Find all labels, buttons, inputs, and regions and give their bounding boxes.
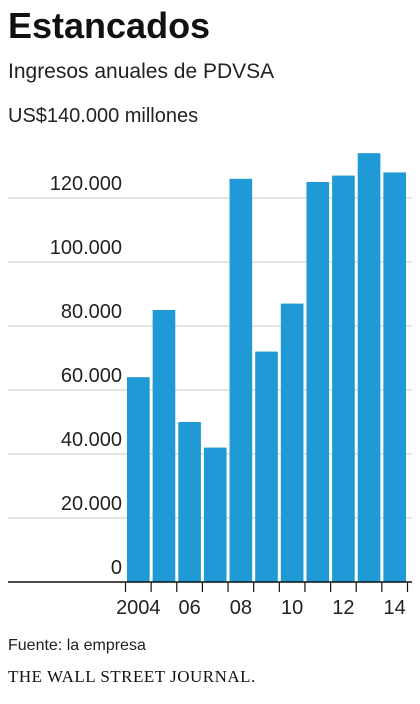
bar-2010 [280, 303, 304, 582]
bar-2014 [383, 172, 406, 582]
bars [127, 153, 406, 583]
y-tick-label: 0 [111, 557, 122, 579]
chart-title: Estancados [8, 5, 210, 46]
y-tick-label: 60.000 [61, 365, 122, 387]
bar-2009 [255, 351, 278, 582]
x-tick-label: 06 [178, 597, 200, 619]
unit-label: US$140.000 millones [8, 105, 198, 127]
y-tick-label: 100.000 [50, 237, 122, 259]
source-note: Fuente: la empresa [8, 637, 146, 654]
y-tick-label: 120.000 [50, 173, 122, 195]
bar-2012 [332, 175, 355, 582]
bar-2011 [306, 182, 330, 582]
bar-2007 [203, 447, 227, 582]
x-tick-label: 14 [384, 597, 406, 619]
y-tick-label: 80.000 [61, 301, 122, 323]
publisher-brand: THE WALL STREET JOURNAL. [8, 667, 256, 686]
bar-2006 [178, 422, 201, 582]
x-tick-label: 2004 [116, 597, 161, 619]
x-axis: 2004 06 08 10 12 14 [8, 581, 412, 619]
chart-subtitle: Ingresos anuales de PDVSA [8, 60, 274, 83]
x-tick-label: 10 [281, 597, 303, 619]
x-tick-label: 12 [332, 597, 354, 619]
y-tick-label: 40.000 [61, 429, 122, 451]
bar-2004 [127, 377, 150, 582]
y-tick-label: 20.000 [61, 493, 122, 515]
y-axis-labels: 0 20.000 40.000 60.000 80.000 100.000 120.000 [50, 173, 122, 579]
bar-2013 [357, 153, 381, 582]
bar-2008 [229, 178, 253, 583]
x-tick-label: 08 [230, 597, 252, 619]
bar-2005 [152, 310, 176, 582]
